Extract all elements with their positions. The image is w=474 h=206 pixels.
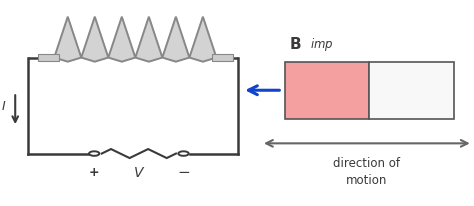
Bar (212, 55, 233, 62)
Text: V: V (134, 165, 144, 179)
Text: $\mathit{imp}$: $\mathit{imp}$ (310, 36, 334, 53)
Bar (284, 62, 369, 119)
Polygon shape (163, 18, 190, 62)
Text: −: − (177, 165, 190, 180)
Text: S: S (405, 82, 418, 100)
Polygon shape (108, 18, 136, 62)
Text: N: N (320, 82, 334, 100)
Text: direction of
motion: direction of motion (333, 156, 401, 186)
Bar (38, 55, 59, 62)
Polygon shape (81, 18, 108, 62)
Polygon shape (54, 18, 81, 62)
Text: $\mathbf{B}$: $\mathbf{B}$ (289, 36, 302, 52)
Bar (369, 62, 454, 119)
Polygon shape (136, 18, 163, 62)
Text: I: I (1, 99, 5, 112)
Polygon shape (190, 18, 217, 62)
Text: +: + (89, 166, 100, 179)
